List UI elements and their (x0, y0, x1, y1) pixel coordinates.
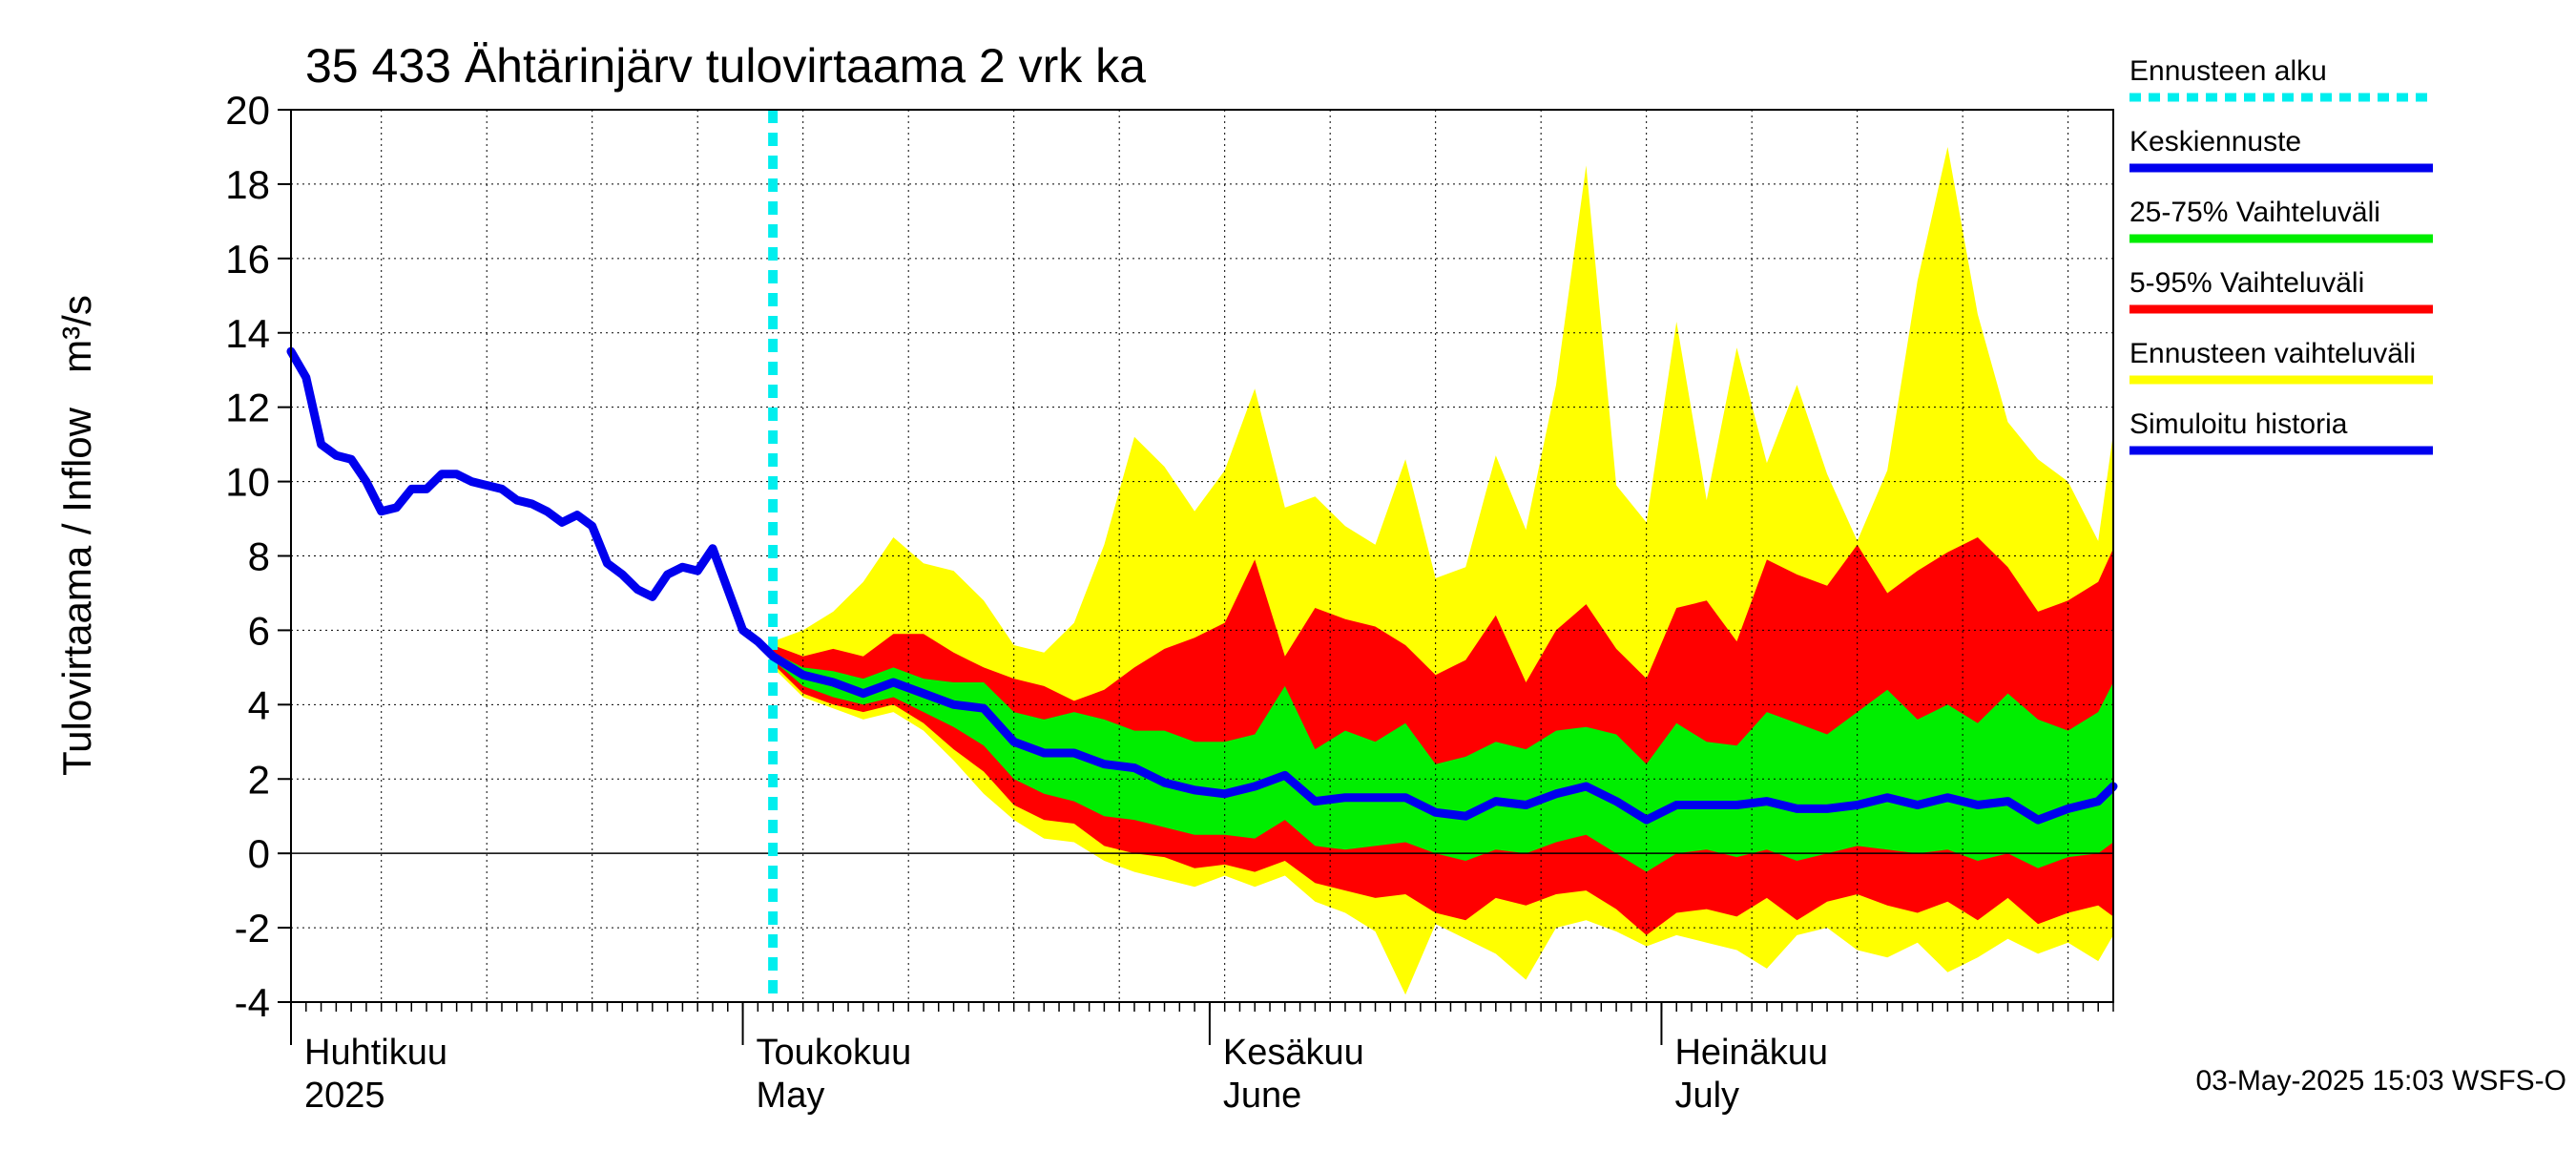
month-label-en: June (1223, 1076, 1301, 1116)
y-tick-label: 12 (225, 386, 270, 430)
timestamp-footer: 03-May-2025 15:03 WSFS-O (2196, 1065, 2567, 1097)
legend-label: 5-95% Vaihteluväli (2129, 267, 2364, 299)
median-forecast-line (768, 652, 2118, 825)
y-tick-label: -2 (235, 906, 270, 951)
month-label-en: July (1674, 1076, 1739, 1116)
legend: Ennusteen alku Keskiennuste 25-75% Vaihtel… (2129, 55, 2433, 455)
legend-label: Ennusteen vaihteluväli (2129, 338, 2416, 369)
month-label-en: May (757, 1076, 825, 1116)
month-label-en: 2025 (304, 1076, 385, 1116)
legend-label: Simuloitu historia (2129, 408, 2348, 440)
legend-label: Ennusteen alku (2129, 55, 2327, 87)
grid-lines (291, 109, 2113, 1003)
month-label-fi: Heinäkuu (1674, 1033, 1828, 1073)
legend-label: 25-75% Vaihteluväli (2129, 197, 2380, 228)
y-tick-label: -4 (235, 980, 270, 1025)
forecast-bands (773, 147, 2113, 995)
y-tick-label: 10 (225, 460, 270, 505)
y-tick-label: 18 (225, 162, 270, 207)
y-tick-label: 2 (248, 757, 270, 802)
y-tick-label: 8 (248, 534, 270, 579)
y-tick-label: 14 (225, 311, 270, 356)
y-tick-label: 4 (248, 682, 270, 727)
y-axis-unit-label: m³/s (54, 295, 99, 373)
y-tick-label: 0 (248, 831, 270, 876)
month-label-fi: Huhtikuu (304, 1033, 447, 1073)
y-tick-label: 20 (225, 88, 270, 133)
legend-label: Keskiennuste (2129, 126, 2301, 157)
month-label-fi: Kesäkuu (1223, 1033, 1364, 1073)
y-tick-label: 16 (225, 237, 270, 282)
series-lines (286, 110, 2118, 1002)
band-25-75 (773, 652, 2113, 872)
chart-title: 35 433 Ähtärinjärv tulovirtaama 2 vrk ka (305, 39, 1146, 93)
month-label-fi: Toukokuu (757, 1033, 912, 1073)
y-tick-label: 6 (248, 608, 270, 653)
history-line (286, 346, 778, 661)
y-axis-label: Tulovirtaama / Inflow (54, 407, 99, 776)
